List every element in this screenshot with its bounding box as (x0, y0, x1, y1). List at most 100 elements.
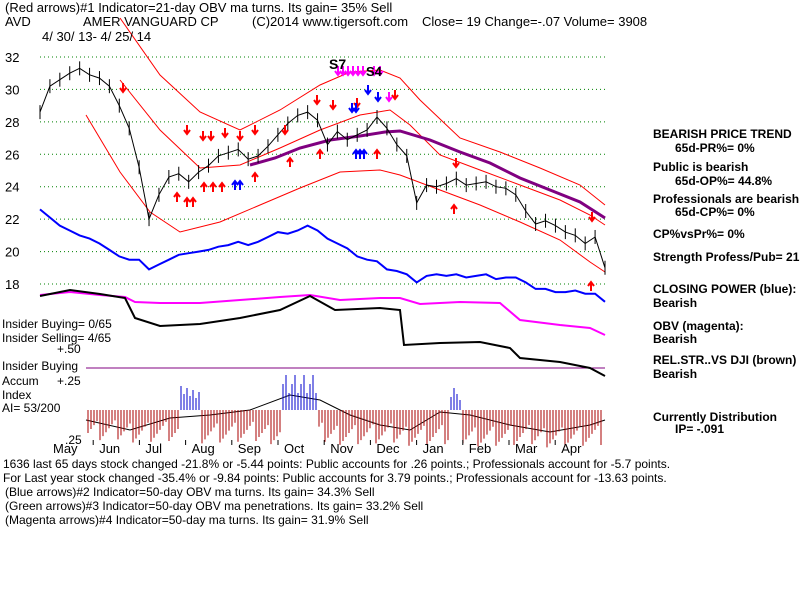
footer-line3: (Blue arrows)#2 Indicator=50-day OBV ma … (5, 485, 375, 499)
month-label: Sep (238, 441, 261, 456)
closing-power-label: CLOSING POWER (blue): (653, 282, 797, 296)
accum-plus25: +.25 (57, 374, 81, 388)
price-tick-label: 18 (5, 277, 19, 292)
accum-index-bars (87, 375, 602, 448)
price-tick-label: 24 (5, 180, 19, 195)
footer-line2: For Last year stock changed -35.4% or -9… (3, 471, 667, 485)
price-tick-label: 22 (5, 212, 19, 227)
signal-arrow (370, 66, 378, 77)
month-label: Oct (284, 441, 305, 456)
public-state: Public is bearish (653, 160, 749, 174)
op-value: 65d-OP%= 44.8% (675, 174, 773, 188)
ticker: AVD (5, 14, 31, 29)
price-line (39, 67, 606, 268)
month-label: Mar (515, 441, 538, 456)
pr-value: 65d-PR%= 0% (675, 141, 755, 155)
signal-arrow (207, 131, 215, 142)
signal-arrow (359, 66, 367, 77)
signal-arrow (236, 131, 244, 142)
insider-buying-label: Insider Buying (2, 359, 79, 373)
upper-band-line (119, 17, 606, 206)
month-label: Aug (192, 441, 215, 456)
signal-arrow (218, 181, 226, 192)
signal-arrow (374, 92, 382, 103)
closing-power-series (39, 208, 606, 303)
signal-arrow (251, 171, 259, 182)
header-line1: (Red arrows)#1 Indicator=21-day OBV ma t… (5, 0, 393, 15)
signal-arrow (452, 158, 460, 169)
month-label: Jan (423, 441, 444, 456)
signal-arrow (200, 181, 208, 192)
signal-arrow (189, 196, 197, 207)
accum-label: Accum (2, 374, 39, 388)
signal-arrow (376, 66, 384, 77)
signal-arrow (221, 128, 229, 139)
ai-value: AI= 53/200 (2, 401, 61, 415)
company-name: AMER VANGUARD CP (83, 14, 219, 29)
trend-title: BEARISH PRICE TREND (653, 127, 792, 141)
footer-line5: (Magenta arrows)#4 Indicator=50-day ma t… (5, 513, 369, 527)
cp-value: 65d-CP%= 0% (675, 205, 755, 219)
month-label: Jul (145, 441, 162, 456)
signal-arrow (119, 83, 127, 94)
quote-summary: Close= 19 Change=-.07 Volume= 3908 (422, 14, 648, 29)
accum-minus25: .25 (65, 433, 82, 447)
signal-arrow (199, 131, 207, 142)
distribution-label: Currently Distribution (653, 410, 778, 424)
ip-value: IP= -.091 (675, 422, 725, 436)
accum-plus50: +.50 (57, 342, 81, 356)
obv-label: OBV (magenta): (653, 319, 744, 333)
signal-arrow (360, 148, 368, 159)
signal-arrow (587, 280, 595, 291)
strength-value: Strength Profess/Pub= 21 (653, 250, 800, 264)
lower-band-line (85, 114, 606, 273)
signal-arrow (281, 125, 289, 136)
price-tick-label: 26 (5, 147, 19, 162)
signal-arrow (173, 191, 181, 202)
relstr-state: Bearish (653, 367, 698, 381)
month-label: Jun (99, 441, 120, 456)
insider-selling: Insider Selling= 4/65 (2, 331, 112, 345)
signal-arrows (119, 66, 596, 291)
price-axis: 32 30 28 26 24 22 20 18 (5, 50, 19, 292)
signal-arrow (183, 125, 191, 136)
obv-state: Bearish (653, 332, 698, 346)
index-label: Index (2, 388, 32, 402)
signal-arrow (354, 66, 362, 77)
signal-arrow (352, 103, 360, 114)
signal-arrow (385, 92, 393, 103)
signal-arrow (316, 148, 324, 159)
footer-line4: (Green arrows)#3 Indicator=50-day OBV ma… (5, 499, 424, 513)
signal-arrow (286, 156, 294, 167)
signal-arrow (349, 66, 357, 77)
price-tick-label: 32 (5, 50, 19, 65)
footer-line1: 1636 last 65 days stock changed -21.8% o… (3, 457, 671, 471)
inner-band-line (119, 79, 606, 226)
price-tick-label: 28 (5, 115, 19, 130)
signal-arrow (450, 203, 458, 214)
signal-s7: S7 (329, 56, 346, 72)
date-range: 4/ 30/ 13- 4/ 25/ 14 (42, 29, 152, 44)
relstr-line (39, 288, 606, 377)
obv-line (39, 290, 606, 336)
month-label: Dec (376, 441, 400, 456)
month-label: Feb (469, 441, 491, 456)
signal-s4: S4 (366, 64, 383, 79)
signal-arrow (313, 95, 321, 106)
price-series (39, 61, 606, 275)
closing-power-line (39, 208, 606, 303)
ma50-line (249, 129, 606, 220)
signal-arrow (231, 179, 239, 190)
signal-arrow (183, 196, 191, 207)
signal-arrow (364, 85, 372, 96)
accum-ma-line (85, 394, 606, 433)
month-label: Nov (330, 441, 354, 456)
indicator-panel (39, 288, 606, 448)
signal-arrow (588, 212, 596, 223)
insider-buying: Insider Buying= 0/65 (2, 317, 112, 331)
signal-arrow (251, 125, 259, 136)
month-label: Apr (561, 441, 582, 456)
price-tick-label: 30 (5, 82, 19, 97)
month-axis: May Jun Jul Aug Sep Oct Nov Dec Jan Feb Mar Apr (53, 440, 582, 456)
